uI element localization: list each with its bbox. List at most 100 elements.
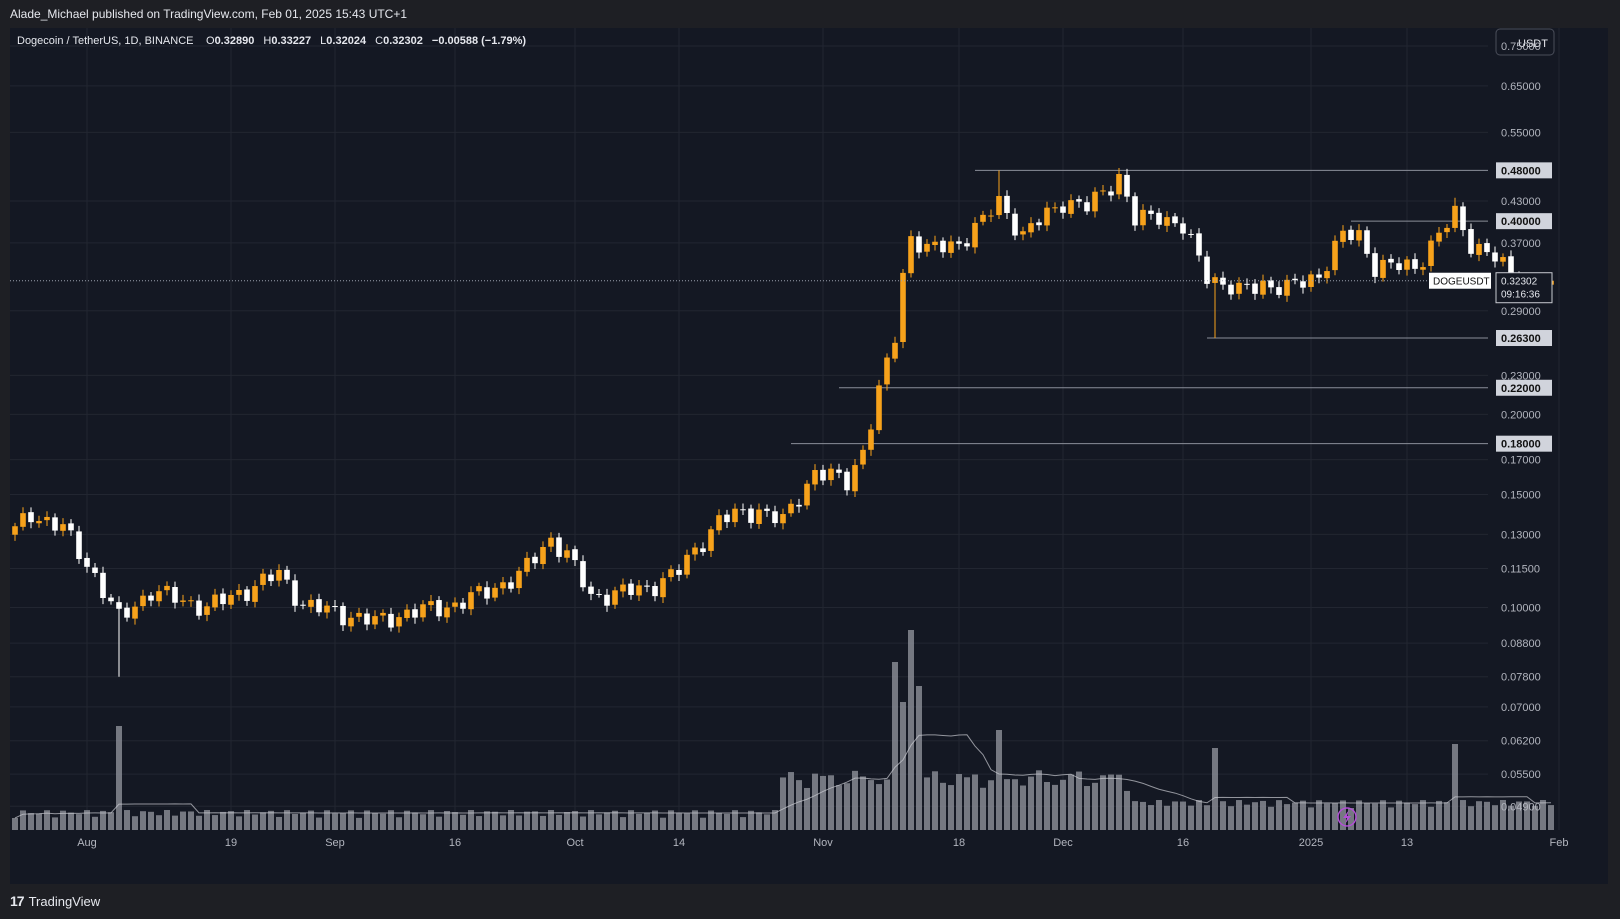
candle [1460,202,1466,237]
candle [476,582,482,596]
volume-bar [252,814,258,830]
volume-bar [1372,803,1378,830]
volume-bar [540,815,546,830]
volume-bar [1308,807,1314,830]
candle [1228,280,1234,300]
time-tick-label: 18 [953,837,965,849]
candle [468,586,474,616]
volume-bar [1284,804,1290,830]
candle [740,503,746,515]
candle [316,593,322,617]
volume-bar [388,810,394,830]
volume-bar [916,686,922,830]
price-axis[interactable]: 0.75000 0.65000 0.55000 0.43000 0.37000 0.290… [1501,41,1541,813]
candle [92,563,98,578]
volume-bar [588,810,594,830]
candle [1364,226,1370,258]
level-price-tag [1496,162,1552,179]
volume-bar [188,811,194,830]
volume-bar [1436,800,1442,830]
candle [340,602,346,631]
volume-bar [804,787,810,830]
currency-button[interactable]: USDT [1495,28,1555,56]
candle [644,579,650,593]
volume-bar [692,810,698,830]
tradingview-brand[interactable]: 17 TradingView [10,893,100,909]
candle [636,579,642,602]
volume-bar [572,811,578,830]
candlestick-chart[interactable]: Dogecoin / TetherUS, 1D, BINANCE O0.3289… [10,28,1608,884]
volume-bar [1060,779,1066,830]
candle [1404,256,1410,276]
candle [668,565,674,582]
candle [404,604,410,622]
price-tick-label: 0.08800 [1501,638,1541,650]
symbol-price-tag-label: DOGEUSDT [1433,277,1490,288]
volume-bar [1260,800,1266,830]
volume-bar [348,810,354,830]
candle [1484,238,1490,257]
candle [804,480,810,510]
volume-bar [1492,805,1498,830]
volume-bar [972,774,978,830]
price-tick-label: 0.17000 [1501,455,1541,467]
volume-bar [68,812,74,830]
candle [1020,226,1026,241]
volume-bar [452,812,458,830]
candle [116,596,122,677]
volume-bar [364,810,370,830]
candle [708,525,714,558]
candle [924,239,930,257]
volume-bar [1476,801,1482,830]
price-tick-label: 0.23000 [1501,370,1541,382]
candle [388,607,394,632]
candle [1340,225,1346,248]
volume-bar [860,776,866,830]
publish-info-text: Alade_Michael published on TradingView.c… [10,7,408,21]
volume-bar [1180,801,1186,830]
candle [596,588,602,598]
volume-bar [1068,774,1074,830]
volume-bar [212,815,218,830]
price-tick-label: 0.29000 [1501,306,1541,318]
chart-panel[interactable]: Dogecoin / TetherUS, 1D, BINANCE O0.3289… [10,28,1608,884]
time-tick-label: 13 [1401,837,1413,849]
price-tick-label: 0.11500 [1501,564,1540,576]
volume-bar [468,810,474,830]
candle [772,505,778,528]
volume-bar [236,816,242,830]
candle [748,504,754,529]
candle [620,578,626,598]
level-price-label: 0.48000 [1501,165,1541,177]
candle [1452,197,1458,233]
candle [436,596,442,622]
volume-bar [756,812,762,830]
candle [1420,262,1426,276]
volume-bar [124,810,130,830]
volume-bar [1484,801,1490,830]
publish-info-bar: Alade_Michael published on TradingView.c… [0,0,1620,28]
volume-bar [956,773,962,830]
candle [540,541,546,570]
volume-bar [1500,800,1506,830]
candle [252,580,258,608]
volume-bar [444,810,450,830]
candle [12,522,18,541]
volume-bar [844,783,850,830]
lightning-icon[interactable] [1337,807,1357,827]
time-tick-label: 2025 [1299,837,1323,849]
time-axis[interactable]: Aug19Sep16Oct14Nov18Dec16202513Feb17 [77,837,1608,849]
volume-bar [508,810,514,830]
candle [628,579,634,600]
volume-bar [172,815,178,830]
volume-bar [1076,771,1082,830]
symbol-title: Dogecoin / TetherUS, 1D, BINANCE [17,35,193,47]
candle [1156,208,1162,230]
candle [1436,226,1442,247]
volume-bar [476,816,482,830]
volume-bar [484,811,490,830]
candle [660,572,666,603]
volume-bar [220,811,226,830]
volume-bar [308,810,314,830]
volume-bar [1420,800,1426,830]
